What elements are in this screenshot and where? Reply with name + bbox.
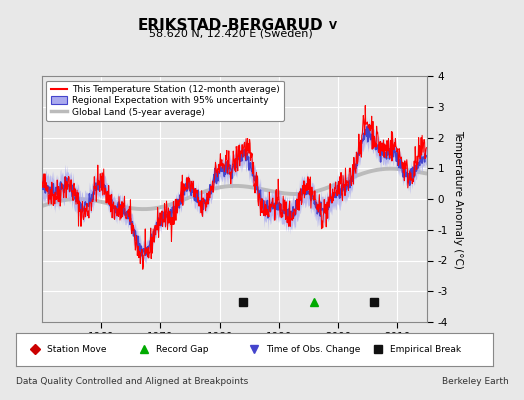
Text: Station Move: Station Move	[47, 345, 106, 354]
Text: Time of Obs. Change: Time of Obs. Change	[266, 345, 361, 354]
Text: Data Quality Controlled and Aligned at Breakpoints: Data Quality Controlled and Aligned at B…	[16, 377, 248, 386]
Text: Berkeley Earth: Berkeley Earth	[442, 377, 508, 386]
Legend: This Temperature Station (12-month average), Regional Expectation with 95% uncer: This Temperature Station (12-month avera…	[47, 80, 284, 121]
Y-axis label: Temperature Anomaly (°C): Temperature Anomaly (°C)	[453, 130, 463, 268]
Text: Empirical Break: Empirical Break	[390, 345, 461, 354]
Text: ERIKSTAD-BERGARUD: ERIKSTAD-BERGARUD	[138, 18, 323, 33]
Text: Record Gap: Record Gap	[156, 345, 209, 354]
Text: V: V	[329, 21, 337, 31]
Text: 58.620 N, 12.420 E (Sweden): 58.620 N, 12.420 E (Sweden)	[149, 29, 312, 39]
